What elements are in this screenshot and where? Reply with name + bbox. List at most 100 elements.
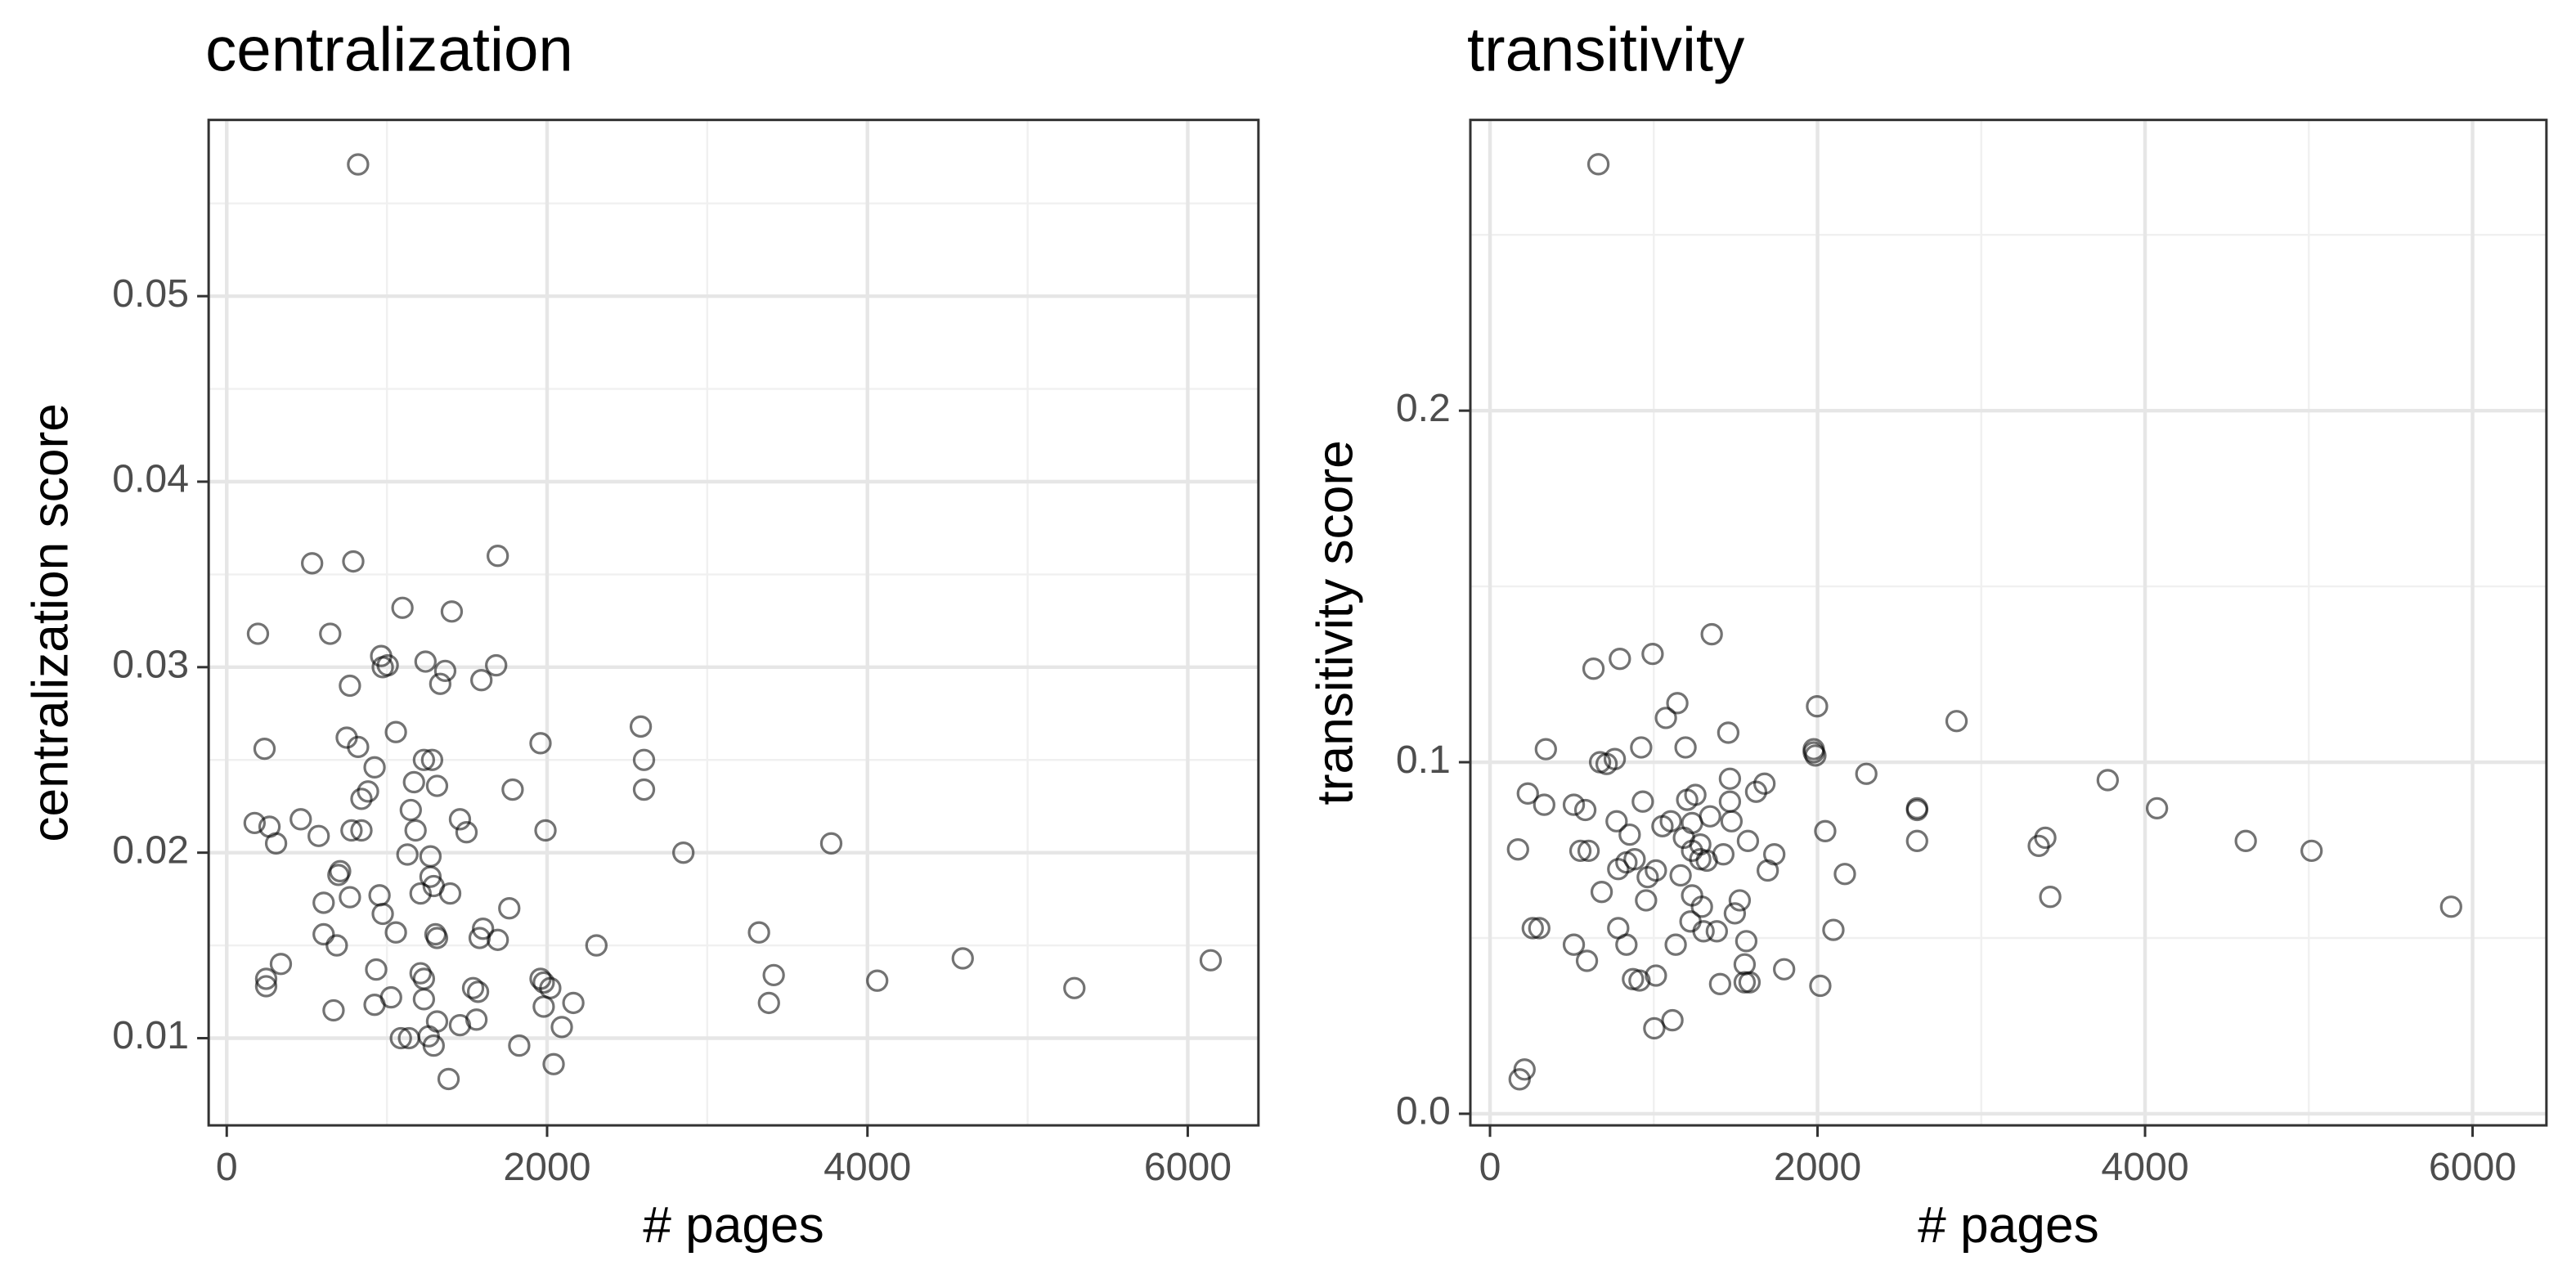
point [312,922,335,946]
point [866,969,889,992]
point [550,1016,573,1039]
point [347,735,370,759]
point [534,819,557,842]
point [339,886,361,909]
point [455,821,478,844]
point [498,897,521,920]
point [347,153,370,176]
point [264,832,288,855]
point [340,819,363,842]
point [1628,969,1651,992]
point [350,819,373,842]
point [1516,782,1539,805]
plot-border [1469,119,2548,1127]
point [246,622,270,645]
point [409,962,432,985]
x-tick-label: 2000 [503,1145,590,1189]
point [819,832,843,855]
point [1762,843,1786,866]
plot-background [209,119,1259,1126]
x-tick-label: 0 [216,1145,238,1189]
point [1636,865,1659,889]
point [1809,974,1832,998]
point [412,988,436,1011]
x-tick-label: 4000 [2101,1145,2188,1189]
y-axis-title: centralization score [23,403,79,841]
point [1669,864,1692,887]
point [391,596,414,619]
point [384,921,407,944]
point [342,550,365,573]
point [371,902,394,926]
point [762,963,785,987]
point [1659,810,1682,832]
point [487,928,509,951]
point [1679,910,1702,933]
point [1833,863,1856,886]
point [1804,744,1827,767]
point [1723,902,1747,925]
point [254,967,278,990]
point [1631,790,1654,813]
point [466,981,490,1003]
point [254,975,278,998]
point [404,819,427,842]
point [1690,895,1713,918]
point [470,669,493,692]
plot-border [207,119,1260,1127]
y-tick-label: 0.1 [1396,738,1451,782]
point [1506,837,1529,861]
point [529,732,552,755]
point [487,545,509,568]
point [1533,793,1555,816]
point [1607,917,1630,940]
point [1744,780,1768,803]
point [632,748,656,771]
point [319,622,342,645]
point [384,720,407,743]
point [1676,788,1699,811]
point [1630,736,1653,759]
point [1623,848,1646,871]
point [1720,810,1744,832]
point [468,927,491,949]
point [1712,843,1735,866]
point [327,864,350,886]
y-tick-label: 0.01 [112,1013,189,1057]
y-tick-label: 0.0 [1396,1089,1451,1133]
point [1806,695,1829,718]
point [1945,710,1968,733]
point [757,991,780,1015]
point [325,934,348,957]
point [2034,826,2057,850]
point [312,891,335,914]
point [1708,972,1732,995]
point [365,958,388,981]
point [409,882,432,905]
point [1641,642,1664,666]
point [1822,918,1845,941]
y-tick-label: 0.2 [1396,386,1451,430]
point [357,780,379,803]
point [1664,933,1687,956]
y-tick-label: 0.03 [112,643,189,687]
point [1705,920,1729,943]
point [1905,829,1928,853]
point [585,934,608,957]
point [1733,971,1757,994]
x-tick-label: 0 [1479,1145,1501,1189]
point [1508,1068,1531,1091]
point [2145,797,2169,820]
point [1661,1008,1684,1032]
point [629,715,653,738]
point [419,865,442,888]
point [542,1052,565,1075]
point [424,922,447,946]
point [425,1010,449,1033]
point [1575,949,1599,972]
point [1528,917,1551,940]
point [402,770,425,794]
point [485,653,508,677]
point [672,841,695,864]
